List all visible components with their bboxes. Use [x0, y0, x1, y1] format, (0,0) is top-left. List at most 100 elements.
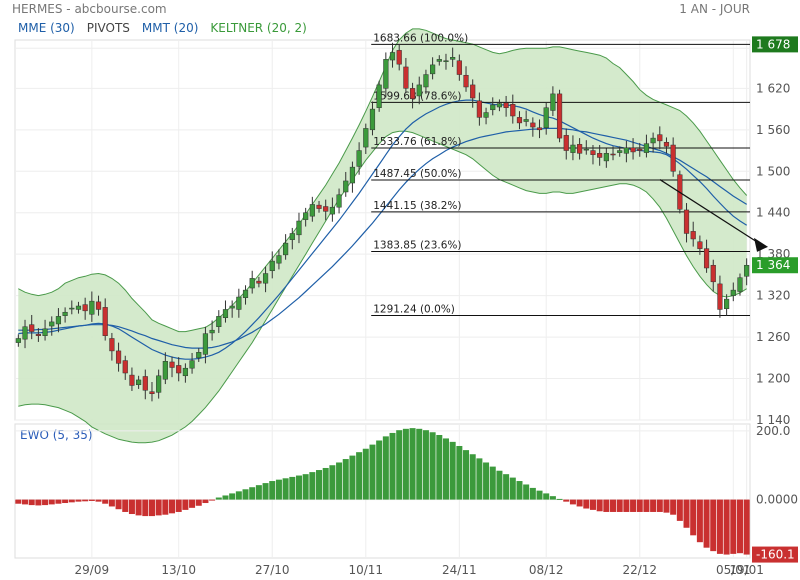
candle — [744, 258, 750, 286]
ewo-bar — [663, 499, 670, 513]
ewo-bar — [115, 499, 122, 510]
candle-body — [443, 60, 449, 62]
ewo-bar — [636, 499, 643, 512]
candle-body — [249, 278, 255, 289]
candle — [623, 140, 629, 163]
candle — [717, 275, 723, 318]
candle — [209, 320, 215, 341]
candle-body — [643, 143, 650, 153]
ewo-bar — [730, 499, 737, 554]
legend-mmt[interactable]: MMT (20) — [141, 21, 199, 35]
candle-body — [744, 264, 750, 277]
candle-body — [650, 137, 656, 144]
candle — [724, 294, 730, 316]
ewo-bar — [616, 499, 623, 512]
ewo-bar — [536, 490, 543, 500]
candle-body — [583, 148, 589, 151]
candle-body — [303, 212, 309, 220]
period-label[interactable]: 1 AN - JOUR — [679, 2, 750, 16]
price-y-tick-label: 1 260 — [756, 330, 790, 344]
candle-body — [329, 206, 335, 215]
candle-body — [75, 305, 82, 310]
ewo-bar — [215, 497, 222, 500]
candle-body — [22, 326, 28, 340]
ewo-bar — [195, 499, 202, 506]
candle-body — [510, 104, 516, 117]
candle-body — [403, 66, 409, 89]
candle — [409, 82, 416, 109]
candle — [697, 235, 703, 255]
candle — [396, 44, 402, 71]
candle — [182, 363, 188, 383]
candle — [343, 171, 349, 197]
legend-pivots[interactable]: PIVOTS — [86, 21, 130, 35]
x-tick-label: 29/09 — [75, 563, 110, 577]
candle — [543, 102, 549, 135]
ewo-bar — [189, 499, 196, 508]
candle-body — [82, 304, 88, 312]
price-y-tick-label: 1 500 — [756, 164, 790, 178]
ewo-bar — [456, 445, 463, 500]
candle — [89, 291, 95, 322]
candle-body — [637, 148, 643, 151]
ewo-bar — [716, 499, 723, 554]
candle — [95, 295, 102, 316]
ewo-bar — [589, 499, 596, 510]
candle — [142, 369, 148, 400]
price-y-tick-label: 1 200 — [756, 372, 790, 386]
legend-mme[interactable]: MME (30) — [18, 21, 75, 35]
high-price-tag-bg — [752, 36, 798, 53]
candle — [430, 57, 436, 80]
ewo-bar — [469, 454, 476, 500]
x-tick-label: 10/11 — [348, 563, 383, 577]
candle-body — [122, 360, 128, 374]
ewo-bar — [549, 496, 556, 500]
ewo-bar — [596, 499, 603, 512]
candle-body — [142, 376, 148, 391]
candle-body — [536, 127, 543, 131]
candle-body — [349, 166, 356, 184]
candle — [122, 355, 128, 380]
candle — [249, 270, 255, 294]
ewo-bar — [603, 499, 610, 512]
candle-body — [470, 84, 476, 99]
candle — [229, 300, 235, 318]
ewo-bar — [422, 430, 429, 500]
candle — [423, 69, 429, 94]
ewo-bar — [175, 499, 182, 512]
candle — [29, 314, 35, 340]
candle — [456, 54, 462, 81]
ewo-bar — [269, 481, 276, 500]
candle — [356, 142, 362, 175]
candle — [222, 300, 229, 323]
ewo-value-tag: -160.1 — [756, 548, 795, 562]
candle-body — [196, 352, 202, 359]
candle-body — [590, 150, 596, 155]
candle — [55, 308, 62, 333]
candle — [657, 126, 663, 150]
candle — [637, 142, 643, 157]
ewo-bar — [28, 499, 35, 506]
candle-body — [35, 334, 41, 336]
candle-body — [430, 64, 436, 75]
candle-body — [717, 283, 723, 310]
ewo-bar — [356, 452, 363, 500]
ewo-bar — [503, 474, 510, 500]
candle-body — [115, 350, 122, 364]
candle — [69, 300, 75, 315]
candle — [503, 95, 509, 117]
candle — [590, 145, 596, 165]
ewo-bar — [122, 499, 129, 512]
legend-keltner[interactable]: KELTNER (20, 2) — [210, 21, 307, 35]
ewo-bar — [329, 465, 336, 500]
candle — [670, 137, 676, 177]
candle-body — [189, 360, 195, 369]
candle — [496, 99, 503, 112]
candle — [15, 334, 21, 347]
candle-body — [89, 300, 95, 315]
candle-body — [724, 298, 730, 310]
ewo-bar — [670, 499, 677, 515]
candle-body — [663, 142, 670, 147]
candle — [196, 348, 202, 362]
